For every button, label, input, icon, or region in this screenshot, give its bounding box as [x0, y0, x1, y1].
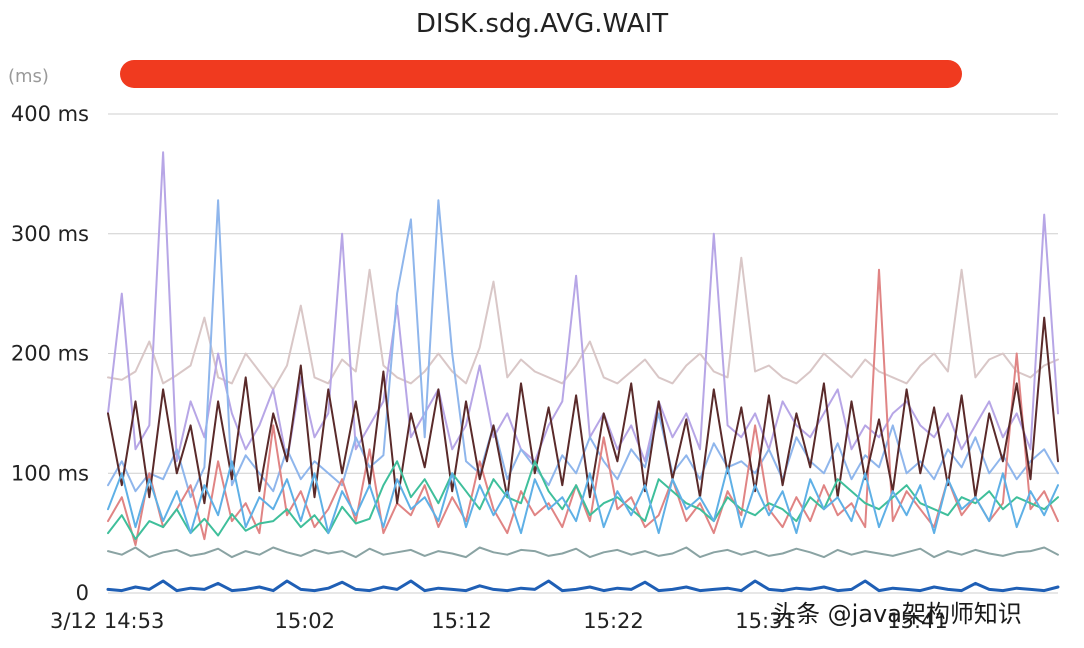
y-axis-ticks: 0 100 ms 200 ms 300 ms 400 ms: [11, 102, 89, 605]
x-tick-label: 15:12: [431, 609, 492, 633]
chart-title: DISK.sdg.AVG.WAIT: [416, 9, 668, 39]
watermark: 头条 @java架构师知识: [772, 600, 1022, 628]
series-line-1: [107, 256, 1059, 391]
series-line-7: [107, 546, 1059, 559]
y-tick-label: 100 ms: [11, 461, 89, 485]
y-tick-label: 400 ms: [11, 102, 89, 126]
series-line-4: [107, 268, 1059, 547]
legend-bar: [120, 60, 962, 88]
x-tick-label: 15:41: [887, 609, 948, 633]
y-tick-label: 200 ms: [11, 342, 89, 366]
series-lines: [106, 151, 1060, 593]
series-line-8: [107, 460, 1059, 535]
y-tick-label: 300 ms: [11, 222, 89, 246]
series-line-9: [106, 579, 1060, 593]
y-tick-label: 0: [76, 581, 89, 605]
x-axis-ticks: 3/12 14:53 15:02 15:12 15:22 15:31 15:41: [50, 609, 948, 633]
x-tick-label: 15:02: [274, 609, 335, 633]
x-tick-label: 15:31: [735, 609, 796, 633]
unit-label: (ms): [8, 66, 49, 87]
x-tick-label: 15:22: [583, 609, 644, 633]
x-tick-label: 3/12 14:53: [50, 609, 164, 633]
series-line-5: [107, 316, 1059, 505]
series-line-2: [107, 151, 1059, 463]
